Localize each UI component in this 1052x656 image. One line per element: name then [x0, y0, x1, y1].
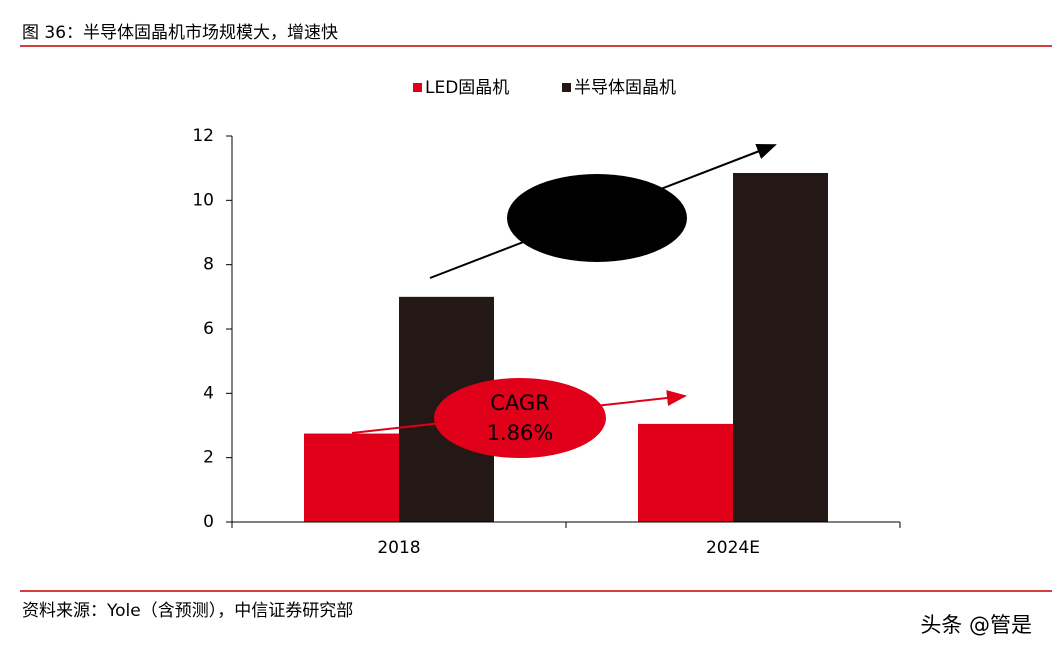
annotation-text: CAGR: [490, 391, 550, 415]
y-tick-label: 2: [203, 448, 214, 468]
y-tick-label: 6: [203, 319, 214, 339]
y-tick-label: 0: [203, 512, 214, 532]
annotation-text: 7.42%: [564, 221, 631, 245]
watermark: 头条 @管是: [920, 613, 1032, 637]
chart-title: 图 36：半导体固晶机市场规模大，增速快: [22, 23, 338, 43]
annotation-bubble: [507, 174, 687, 262]
y-tick-label: 10: [192, 190, 214, 210]
bar: [304, 433, 399, 522]
x-tick-label: 2024E: [706, 538, 760, 558]
annotation-text: 1.86%: [487, 421, 554, 445]
x-tick-label: 2018: [377, 538, 420, 558]
source: 资料来源：Yole（含预测），中信证券研究部: [22, 601, 353, 621]
y-tick-label: 4: [203, 383, 214, 403]
bar: [638, 423, 733, 522]
annotation-bubble: [434, 378, 606, 458]
legend-swatch: [413, 83, 422, 92]
legend-label: 半导体固晶机: [574, 78, 676, 98]
legend-label: LED固晶机: [425, 78, 509, 98]
legend-swatch: [562, 83, 571, 92]
annotation-text: CAGR: [567, 191, 627, 215]
y-tick-label: 12: [192, 126, 214, 146]
y-tick-label: 8: [203, 255, 214, 275]
bar: [733, 172, 828, 522]
